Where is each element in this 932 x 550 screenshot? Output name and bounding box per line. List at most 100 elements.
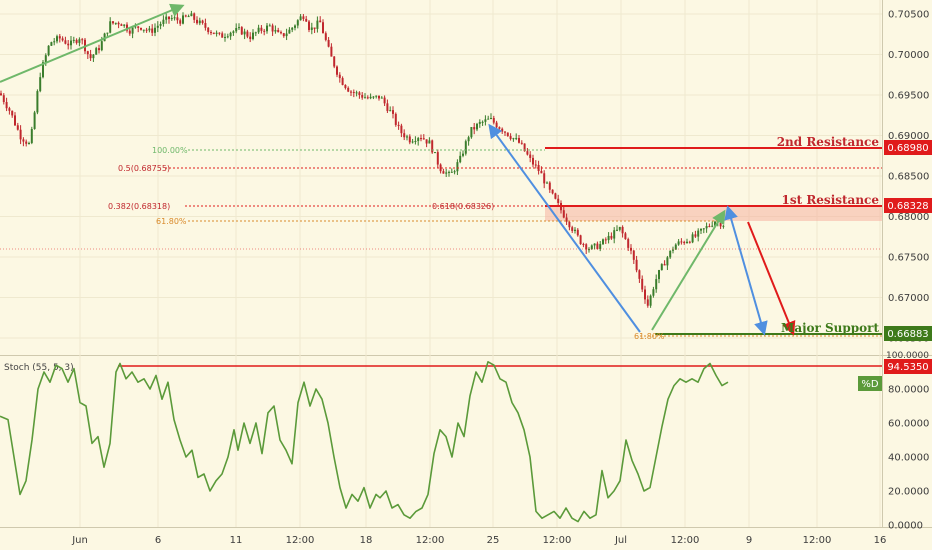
fib-label-618-mid: 0.618(0.68326) [432,202,494,211]
candle-body [546,182,548,184]
candle-body [380,97,383,99]
candle-body [492,118,495,123]
time-axis[interactable]: Jun 6 11 12:00 18 12:00 25 12:00 Jul 12:00 9 12:00 1… [71,535,886,546]
candle-body [28,142,30,144]
candle-body [302,16,305,19]
candle-body [467,137,470,142]
candle-body [677,241,680,245]
candle-body [184,15,187,17]
candle-body [448,171,450,173]
time-tick-label: Jun [71,535,88,546]
time-tick-label: 12:00 [543,535,572,546]
candle-body [658,270,660,280]
candle-body [719,221,722,227]
candle-body [274,29,277,32]
candle-body [252,32,254,40]
candle-body [411,141,414,143]
major-support-label: Major Support [781,321,879,335]
candle-body [33,112,36,129]
candle-body [613,230,616,239]
candle-body [501,128,504,132]
candle-body [81,39,84,41]
candle-body [576,229,579,236]
candle-body [526,151,529,155]
candle-body [400,125,403,134]
stoch-d-label: %D [861,379,879,390]
price-axis[interactable]: 0.70500 0.70000 0.69500 0.69000 0.68500 0.680… [888,10,929,345]
candle-body [226,36,229,38]
candle-body [428,140,431,144]
candle-body [610,235,613,239]
candle-body [98,48,100,51]
price-tick-label: 0.70000 [888,50,929,61]
stoch-axis[interactable]: 0.0000 20.0000 40.0000 60.0000 80.0000 [888,385,929,532]
candle-body [579,235,582,245]
candle-body [288,29,291,34]
candle-body [518,138,520,143]
candle-body [201,20,204,23]
stoch-axis-cutoff: 100.0000 [886,351,929,361]
candle-body [655,279,658,290]
stoch-level-badge [884,359,932,374]
price-tick-label: 0.68500 [888,172,929,183]
candle-body [89,54,92,59]
candle-body [683,241,686,244]
rise-arrow-green [651,209,726,331]
candle-body [224,36,226,38]
second-resistance-label: 2nd Resistance [777,135,880,149]
candle-body [540,171,543,174]
candle-body [694,234,697,237]
candle-body [0,93,2,96]
candle-body [425,139,428,144]
candle-body [562,210,565,218]
candle-body [417,138,420,141]
candle-body [389,110,392,112]
fib-label-100: 100.00% [152,146,188,155]
candle-body [156,25,159,28]
candle-body [305,18,308,22]
candle-body [660,264,663,271]
time-tick-label: 12:00 [803,535,832,546]
candle-body [282,33,285,37]
candle-body [179,20,182,24]
candle-body [53,41,56,43]
indicator-name[interactable]: Stoch (55, 5, 3) [4,363,74,373]
candle-body [464,141,467,154]
time-tick-label: 16 [874,535,887,546]
candle-body [705,226,708,229]
candle-body [627,239,630,248]
candle-body [170,18,173,20]
candle-body [554,193,557,199]
stoch-tick-label: 80.0000 [888,385,929,396]
candle-body [504,131,506,133]
candle-body [86,51,89,55]
candle-body [154,27,156,33]
stoch-tick-label: 0.0000 [888,521,923,532]
candle-body [372,96,375,98]
first-resistance-value: 0.68328 [887,201,928,212]
candle-body [347,87,350,92]
fib-label-50: 0.5(0.68755) [118,164,170,173]
candle-body [663,264,666,266]
candle-body [78,39,81,43]
candle-body [238,27,240,29]
candle-body [140,27,142,30]
second-resistance-badge [884,140,932,155]
candle-body [585,244,588,250]
candle-body [187,16,190,18]
candle-body [557,198,560,203]
candle-body [173,17,176,19]
fib-label-382: 0.382(0.68318) [108,202,170,211]
candle-body [478,122,481,124]
candle-body [459,155,462,163]
candle-body [319,20,322,23]
candle-body [207,27,210,33]
candle-body [50,42,53,46]
candle-body [532,157,534,165]
price-tick-label: 0.70500 [888,10,929,21]
candle-body [341,78,344,85]
candle-body [148,28,151,31]
stoch-tick-label: 20.0000 [888,487,929,498]
candle-body [151,28,154,33]
